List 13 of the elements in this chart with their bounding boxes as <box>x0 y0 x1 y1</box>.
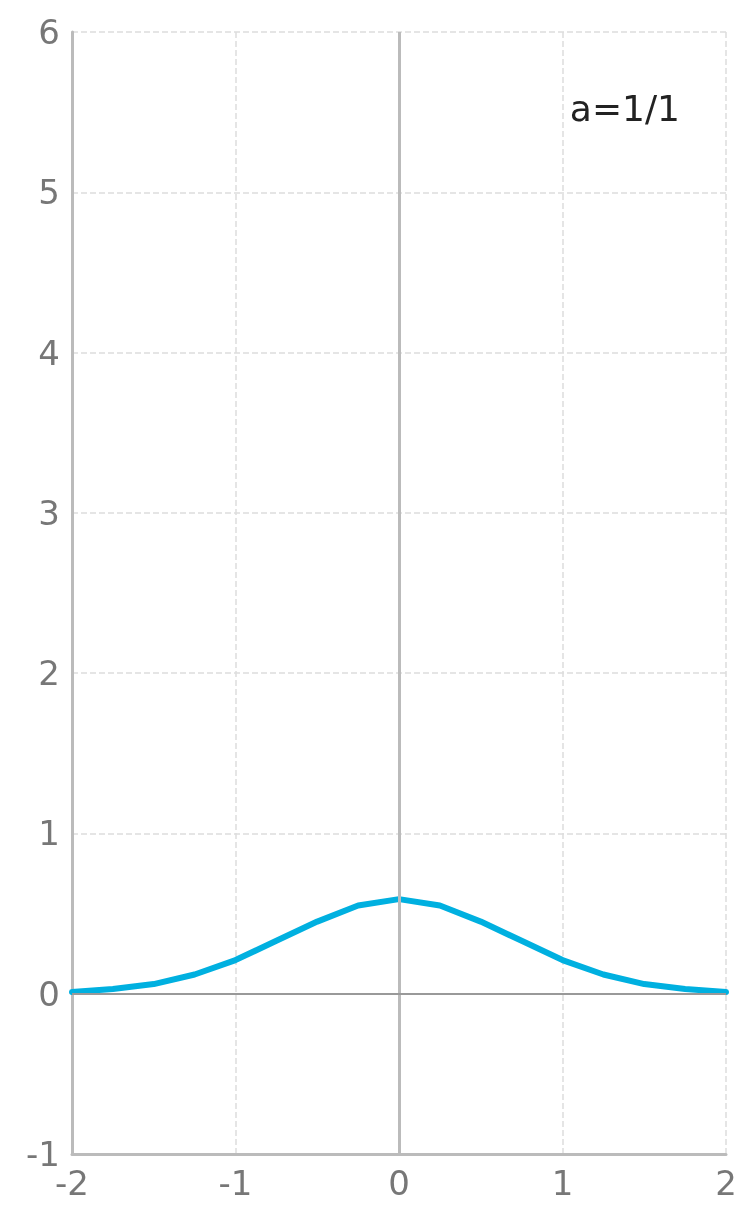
y-tick-label: 1 <box>38 813 60 854</box>
x-tick-label: -1 <box>218 1163 253 1203</box>
x-tick-label: 1 <box>551 1163 574 1203</box>
y-tick-label: -1 <box>26 1134 60 1174</box>
y-tick-label: 6 <box>38 12 60 52</box>
y-tick-label: 5 <box>38 172 60 213</box>
annotation: a=1/1 <box>569 87 681 129</box>
x-tick-label: 2 <box>715 1163 737 1203</box>
y-tick-label: 3 <box>38 492 60 533</box>
x-tick-label: 0 <box>388 1163 410 1203</box>
y-tick-label: 0 <box>38 973 60 1014</box>
y-tick-label: 4 <box>38 332 60 373</box>
y-tick-label: 2 <box>38 653 60 694</box>
